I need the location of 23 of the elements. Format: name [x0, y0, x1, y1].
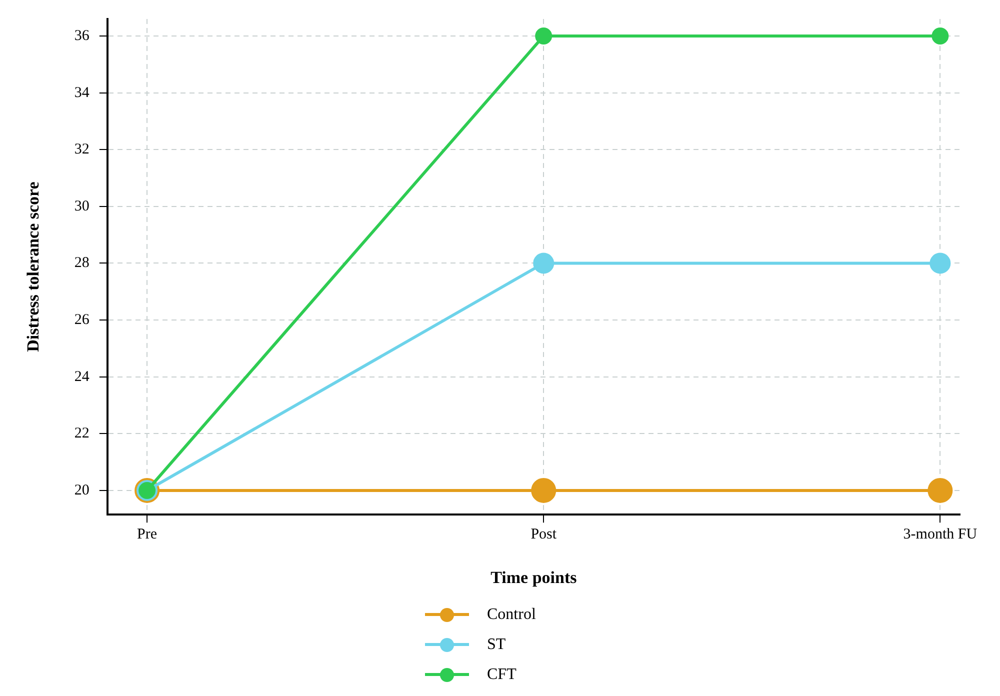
point [535, 28, 552, 45]
y-tick-label: 20 [74, 482, 90, 498]
x-tick-label: Pre [137, 526, 158, 543]
legend-label: CFT [487, 666, 516, 684]
x-tick-label: 3-month FU [903, 526, 978, 543]
point [930, 252, 951, 274]
legend-label: ST [487, 636, 506, 654]
legend-label: Control [487, 606, 536, 624]
y-tick-label: 30 [74, 198, 90, 214]
x-tick-label: Post [530, 526, 558, 543]
point [932, 28, 949, 45]
point [533, 252, 554, 274]
y-tick-label: 32 [74, 142, 90, 158]
point [531, 478, 556, 503]
y-tick-label: 26 [74, 312, 90, 328]
y-tick-label: 28 [74, 255, 90, 272]
y-tick-label: 36 [74, 28, 90, 44]
y-tick-label: 34 [74, 84, 90, 101]
y-axis-title: Distress tolerance score [24, 181, 43, 352]
point [928, 478, 953, 503]
y-tick-label: 24 [74, 368, 90, 385]
y-tick-label: 22 [74, 426, 90, 442]
x-axis-title: Time points [490, 568, 578, 588]
